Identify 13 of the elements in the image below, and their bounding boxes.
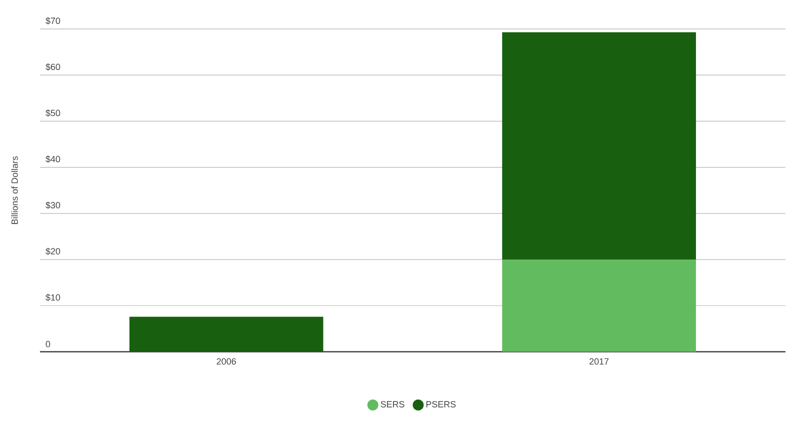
y-tick-label: $10 xyxy=(46,294,60,302)
legend-label: SERS xyxy=(380,401,404,408)
y-tick-label: $60 xyxy=(46,63,60,71)
x-tick-label: 2017 xyxy=(590,358,609,365)
x-tick-label: 2006 xyxy=(216,358,236,365)
y-axis-title: Billions of Dollars xyxy=(11,156,18,224)
y-tick-label: 0 xyxy=(46,341,50,348)
y-tick-label: $70 xyxy=(46,17,60,25)
y-tick-label: $20 xyxy=(46,248,60,256)
legend-label: PSERS xyxy=(426,401,456,408)
y-tick-label: $30 xyxy=(46,202,60,210)
y-tick-label: $40 xyxy=(46,156,60,163)
y-tick-label: $50 xyxy=(46,110,60,117)
